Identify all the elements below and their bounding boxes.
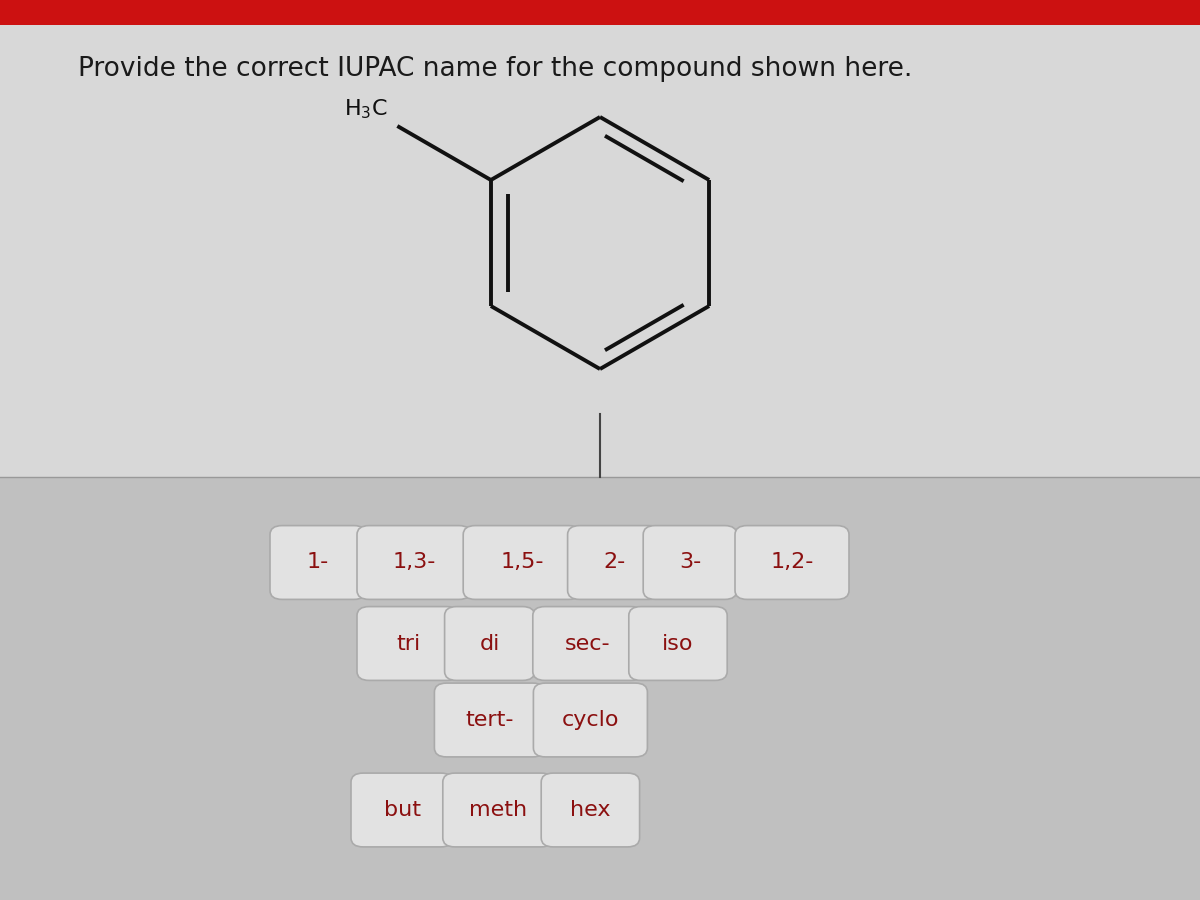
FancyBboxPatch shape [643,526,737,599]
FancyBboxPatch shape [463,526,581,599]
Text: 1,3-: 1,3- [392,553,436,572]
FancyBboxPatch shape [434,683,545,757]
FancyBboxPatch shape [352,773,454,847]
FancyBboxPatch shape [568,526,661,599]
FancyBboxPatch shape [444,607,534,680]
FancyBboxPatch shape [734,526,850,599]
Text: tri: tri [396,634,420,653]
Text: meth: meth [469,800,527,820]
Text: 1-: 1- [307,553,329,572]
Text: hex: hex [570,800,611,820]
FancyBboxPatch shape [541,773,640,847]
FancyBboxPatch shape [358,607,458,680]
FancyBboxPatch shape [533,607,643,680]
Bar [0,0,1200,25]
Text: 3-: 3- [679,553,701,572]
Text: $\mathsf{H_3C}$: $\mathsf{H_3C}$ [344,98,388,122]
FancyBboxPatch shape [270,526,366,599]
FancyBboxPatch shape [358,526,470,599]
Text: tert-: tert- [466,710,514,730]
FancyBboxPatch shape [443,773,553,847]
Text: 2-: 2- [604,553,625,572]
FancyBboxPatch shape [629,607,727,680]
Text: 1,5-: 1,5- [500,553,544,572]
Bar [0,0,1200,477]
Text: 1,2-: 1,2- [770,553,814,572]
Text: but: but [384,800,420,820]
Text: sec-: sec- [565,634,611,653]
Text: iso: iso [662,634,694,653]
Text: di: di [480,634,499,653]
Bar [0,477,1200,900]
FancyBboxPatch shape [533,683,648,757]
Text: Provide the correct IUPAC name for the compound shown here.: Provide the correct IUPAC name for the c… [78,56,912,82]
Text: cyclo: cyclo [562,710,619,730]
